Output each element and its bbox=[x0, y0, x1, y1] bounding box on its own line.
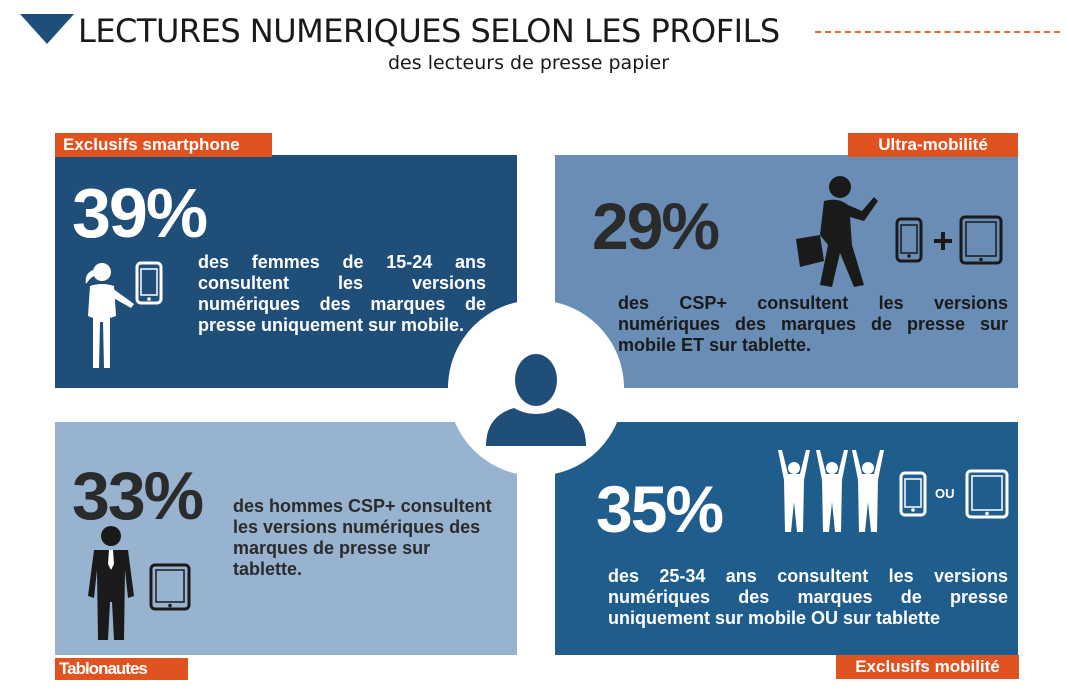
text-exclusifs-smartphone: des femmes de 15-24 ans consultent les v… bbox=[198, 252, 486, 335]
title-divider bbox=[815, 31, 1060, 33]
text-ultra-mobilite: des CSP+ consultent les versions numériq… bbox=[618, 293, 1008, 355]
tag-ultra-mobilite: Ultra-mobilité bbox=[848, 133, 1018, 157]
panel-tablonautes bbox=[55, 422, 517, 655]
percent-tablonautes: 33% bbox=[72, 458, 204, 534]
percent-exclusifs-smartphone: 39% bbox=[72, 174, 208, 252]
tag-exclusifs-smartphone: Exclusifs smartphone bbox=[55, 133, 272, 157]
smartphone-icon bbox=[895, 217, 923, 263]
center-circle bbox=[448, 300, 624, 476]
text-exclusifs-mobilite: des 25-34 ans consultent les versions nu… bbox=[608, 566, 1008, 628]
percent-exclusifs-mobilite: 35% bbox=[596, 472, 724, 546]
cheering-people-icon bbox=[778, 450, 884, 532]
header-triangle-icon bbox=[20, 14, 74, 44]
panel-ultra-mobilite bbox=[555, 155, 1018, 388]
tablet-icon bbox=[959, 215, 1003, 265]
tag-exclusifs-mobilite: Exclusifs mobilité bbox=[836, 655, 1019, 679]
panel-exclusifs-mobilite bbox=[555, 422, 1018, 655]
walking-businessman-icon bbox=[796, 176, 878, 287]
plus-icon bbox=[934, 232, 952, 250]
user-silhouette-icon bbox=[486, 354, 586, 446]
page-title: LECTURES NUMERIQUES SELON LES PROFILS bbox=[78, 12, 780, 50]
tablet-icon bbox=[965, 469, 1009, 519]
smartphone-icon bbox=[135, 261, 163, 305]
page-subtitle: des lecteurs de presse papier bbox=[388, 52, 670, 74]
tablet-icon bbox=[149, 563, 191, 611]
percent-ultra-mobilite: 29% bbox=[592, 189, 720, 263]
text-tablonautes: des hommes CSP+ consultent les versions … bbox=[233, 496, 492, 579]
panel-exclusifs-smartphone bbox=[55, 155, 517, 388]
connector-ou: OU bbox=[935, 486, 955, 501]
businessman-icon bbox=[88, 526, 134, 640]
smartphone-icon bbox=[899, 471, 927, 517]
woman-icon bbox=[85, 263, 134, 368]
tag-tablonautes: Tablonautes bbox=[55, 658, 188, 680]
